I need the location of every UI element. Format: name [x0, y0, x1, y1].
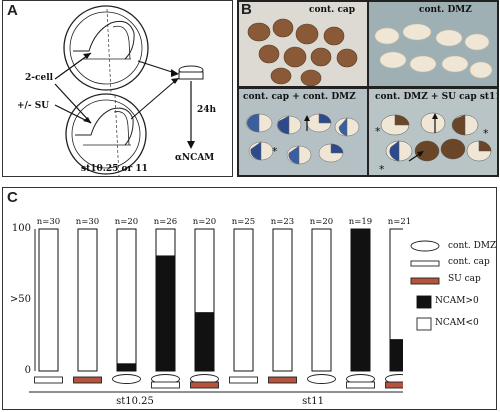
readout-label: αNCAM: [175, 153, 215, 163]
n-label: n=20: [309, 217, 334, 227]
combined-explant: [178, 65, 204, 80]
bar-ncam-negative: [233, 228, 254, 372]
y-tick-0: 0: [24, 365, 31, 376]
legend-negative-icon: [416, 317, 432, 331]
legend-text: cont. DMZ: [448, 241, 497, 251]
svg-text:*: *: [272, 145, 278, 158]
photo-title: cont. cap + cont. DMZ: [243, 92, 356, 102]
legend-text: NCAM<0: [435, 318, 479, 328]
y-tick-50: >50: [9, 294, 31, 305]
photo-cap-plus-dmz: * cont. cap + cont. DMZ: [239, 89, 367, 175]
cap-dmz-explants: *: [245, 113, 360, 165]
cap-icon: [229, 376, 258, 384]
bar-ncam-negative: [389, 228, 403, 341]
bar-ncam-negative: [38, 228, 59, 372]
panel-c-label: C: [7, 189, 18, 206]
panel-b: cont. cap cont. DMZ *: [237, 0, 499, 177]
stage-label-st11: st11: [302, 396, 324, 407]
bar-ncam-positive: [350, 228, 371, 372]
panel-a: A: [2, 0, 233, 177]
bar-ncam-negative: [116, 228, 137, 365]
bar-ncam-positive: [389, 339, 403, 372]
cap-icon: [34, 376, 63, 384]
n-label: n=20: [114, 217, 139, 227]
legend-positive-icon: [416, 295, 432, 309]
photo-title: cont. DMZ: [419, 5, 472, 15]
time-label: 24h: [197, 105, 217, 115]
bar-ncam-negative: [272, 228, 293, 372]
y-tick-100: 100: [11, 223, 31, 234]
bar-ncam-positive: [155, 255, 176, 372]
bar-ncam-negative: [194, 228, 215, 314]
su-label: +/- SU: [17, 101, 50, 111]
dmz-explants: [374, 23, 493, 79]
photo-cont-cap: cont. cap: [239, 2, 367, 86]
n-label: n=30: [36, 217, 61, 227]
legend-text: SU cap: [448, 274, 481, 284]
dmz-ellipse-icon: [307, 374, 336, 384]
su-cap-icon: [190, 381, 219, 389]
n-label: n=26: [153, 217, 178, 227]
dmz-su-cap-explants: * * *: [375, 112, 492, 175]
bar-ncam-positive: [116, 363, 137, 372]
n-label: n=20: [192, 217, 217, 227]
two-cell-label: 2-cell: [25, 73, 54, 83]
bar-ncam-negative: [77, 228, 98, 372]
bar-ncam-negative: [155, 228, 176, 257]
legend-text: cont. cap: [448, 257, 490, 267]
n-label: n=23: [270, 217, 295, 227]
svg-text:*: *: [483, 127, 489, 140]
legend-cap-icon: [410, 260, 440, 267]
panel-a-diagram: [54, 5, 204, 176]
photo-dmz-plus-su-cap: * * * cont. DMZ + SU cap st11: [369, 89, 497, 175]
su-cap-icon: [385, 381, 403, 389]
su-cap-icon: [268, 376, 297, 384]
n-label: n=25: [231, 217, 256, 227]
panel-b-label: B: [241, 1, 252, 18]
cap-icon: [346, 381, 375, 389]
svg-text:*: *: [375, 125, 381, 138]
stage-label: st10.25 or 11: [81, 164, 148, 174]
legend-ellipse-icon: [410, 240, 440, 252]
dmz-ellipse-icon: [112, 374, 141, 384]
su-cap-icon: [73, 376, 102, 384]
n-label: n=21: [387, 217, 412, 227]
n-label: n=30: [75, 217, 100, 227]
svg-text:*: *: [379, 163, 385, 175]
photo-cont-dmz: cont. DMZ: [369, 2, 497, 86]
photo-title: cont. cap: [309, 5, 356, 15]
photo-title: cont. DMZ + SU cap st11: [375, 92, 497, 102]
legend-text: NCAM>0: [435, 296, 479, 306]
legend-su-cap-icon: [410, 277, 440, 285]
panel-c: C 100 >50 0 st10.25 st11 cont. DMZ cont.…: [2, 187, 497, 410]
bar-ncam-negative: [311, 228, 332, 372]
cap-icon: [151, 381, 180, 389]
cap-explants: [247, 18, 358, 86]
embryo-top: [63, 5, 149, 91]
bar-ncam-positive: [194, 312, 215, 372]
n-label: n=19: [348, 217, 373, 227]
legend-icons: [410, 240, 440, 331]
embryo-bottom: [65, 93, 147, 175]
stage-label-st10-25: st10.25: [116, 396, 154, 407]
ncam-bar-chart: [29, 228, 403, 393]
panel-a-label: A: [7, 2, 18, 19]
